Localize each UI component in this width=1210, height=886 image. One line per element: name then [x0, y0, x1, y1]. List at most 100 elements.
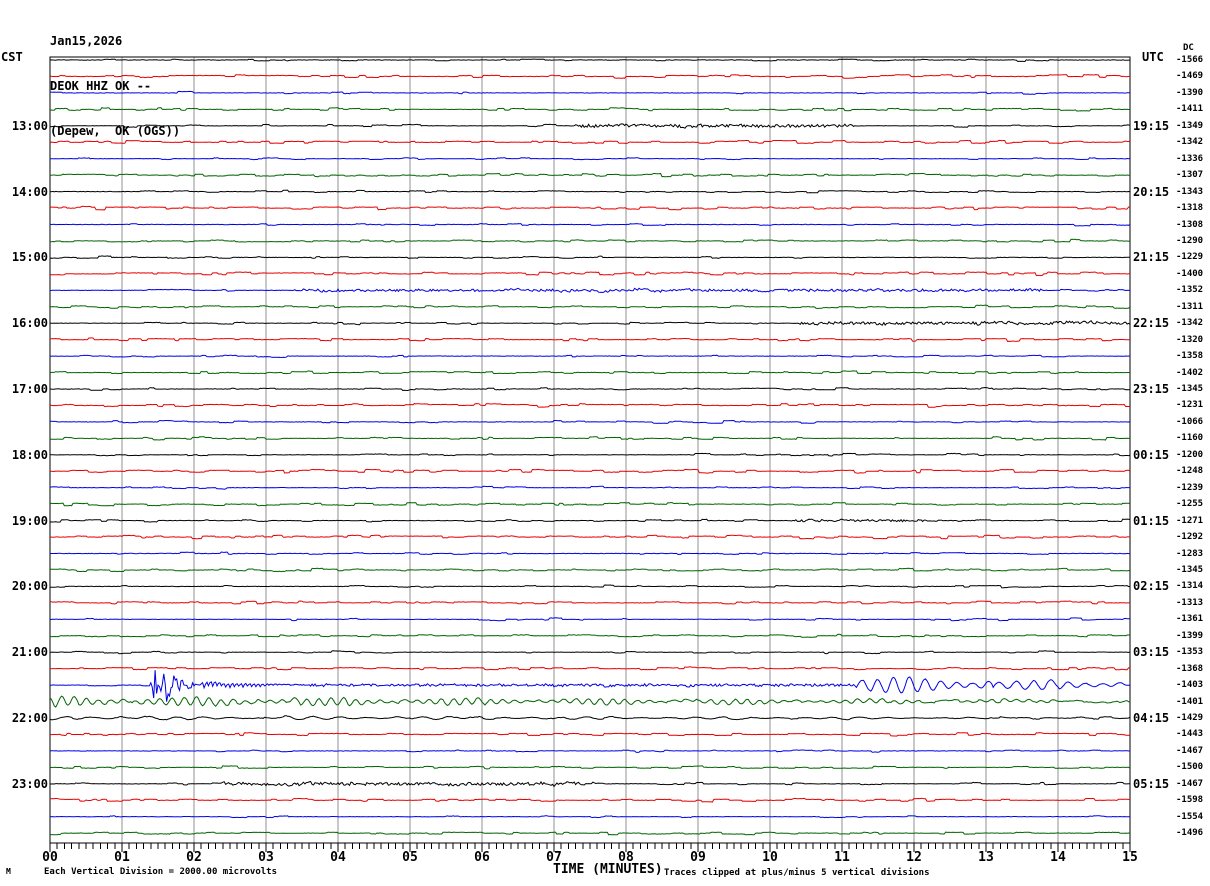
cst-tick-label: 23:00 [11, 777, 48, 791]
utc-tick-label: 02:15 [1133, 579, 1170, 593]
x-axis-tick-label: 03 [258, 850, 274, 865]
dc-offset-value: -1311 [1176, 302, 1204, 312]
scale-note: Each Vertical Division = 2000.00 microvo… [44, 867, 277, 877]
seismogram-trace-19:30 [49, 551, 1131, 555]
seismogram-trace-18:30 [49, 485, 1131, 490]
dc-offset-value: -1290 [1176, 236, 1204, 246]
title-date: Jan15,2026 [50, 34, 123, 48]
title-location: (Depew, OK (OGS)) [50, 124, 181, 138]
cst-tick-label: 14:00 [11, 185, 48, 199]
dc-offset-value: -1239 [1176, 483, 1204, 493]
x-axis-tick-label: 15 [1122, 850, 1138, 865]
seismogram-trace-18:45 [49, 501, 1131, 507]
dc-offset-value: -1554 [1176, 812, 1204, 822]
seismogram-trace-14:30 [49, 223, 1131, 227]
dc-offset-value: -1345 [1176, 565, 1204, 575]
dc-offset-value: -1411 [1176, 104, 1204, 114]
cst-tick-label: 16:00 [11, 316, 48, 330]
seismogram-trace-21:15 [49, 666, 1131, 671]
seismogram-trace-16:45 [49, 370, 1131, 375]
utc-tick-label: 00:15 [1133, 448, 1170, 462]
seismogram-trace-17:00 [49, 386, 1130, 392]
seismogram-trace-18:00 [49, 452, 1131, 457]
dc-offset-value: -1443 [1176, 729, 1204, 739]
seismogram-trace-15:15 [49, 271, 1130, 277]
dc-offset-value: -1342 [1176, 318, 1204, 328]
seismogram-trace-21:45 [49, 695, 1131, 708]
cst-tick-label: 13:00 [11, 119, 48, 133]
cst-tick-label: 21:00 [11, 645, 48, 659]
x-axis-tick-label: 05 [402, 850, 418, 865]
dc-offset-value: -1500 [1176, 762, 1204, 772]
utc-tick-label: 20:15 [1133, 185, 1170, 199]
dc-offset-value: -1160 [1176, 433, 1204, 443]
utc-tick-label: 04:15 [1133, 711, 1170, 725]
cst-tick-label: 15:00 [11, 250, 48, 264]
x-axis-title: TIME (MINUTES) [553, 862, 663, 877]
seismogram-trace-13:30 [49, 157, 1131, 161]
seismogram-trace-14:45 [49, 238, 1131, 243]
x-axis-tick-label: 14 [1050, 850, 1066, 865]
dc-offset-value: -1308 [1176, 220, 1204, 230]
seismogram-trace-21:30 [49, 670, 1131, 702]
cst-tick-label: 19:00 [11, 514, 48, 528]
seismogram-trace-19:15 [49, 534, 1130, 540]
corner-watermark: M [6, 867, 11, 876]
x-axis-tick-label: 12 [906, 850, 922, 865]
x-axis-tick-label: 06 [474, 850, 490, 865]
x-axis-tick-label: 00 [42, 850, 58, 865]
utc-tick-label: 19:15 [1133, 119, 1170, 133]
seismogram-trace-13:45 [50, 172, 1130, 178]
seismogram-trace-23:15 [49, 797, 1130, 803]
seismogram-trace-22:15 [49, 732, 1131, 737]
seismogram-trace-12:00 [49, 58, 1130, 63]
utc-tick-label: 03:15 [1133, 645, 1170, 659]
seismogram-trace-12:15 [49, 74, 1130, 79]
cst-tick-label: 20:00 [11, 579, 48, 593]
x-axis-tick-label: 09 [690, 850, 706, 865]
dc-offset-value: -1314 [1176, 581, 1204, 591]
x-axis-tick-label: 04 [330, 850, 346, 865]
seismogram-trace-19:00 [49, 518, 1131, 523]
seismogram-trace-18:15 [50, 468, 1131, 474]
x-axis-tick-label: 02 [186, 850, 202, 865]
dc-offset-value: -1318 [1176, 203, 1204, 213]
dc-offset-value: -1399 [1176, 631, 1204, 641]
dc-offset-value: -1231 [1176, 400, 1204, 410]
x-axis-tick-label: 07 [546, 850, 562, 865]
dc-offset-value: -1368 [1176, 664, 1204, 674]
dc-offset-value: -1066 [1176, 417, 1204, 427]
dc-offset-value: -1390 [1176, 88, 1204, 98]
dc-offset-value: -1566 [1176, 55, 1204, 65]
seismogram-trace-15:30 [49, 287, 1131, 294]
seismogram-trace-19:45 [49, 567, 1131, 573]
dc-offset-value: -1307 [1176, 170, 1204, 180]
utc-tick-label: 22:15 [1133, 316, 1170, 330]
dc-offset-value: -1353 [1176, 647, 1204, 657]
dc-offset-value: -1336 [1176, 154, 1204, 164]
dc-offset-value: -1358 [1176, 351, 1204, 361]
seismogram-trace-12:45 [49, 107, 1130, 112]
dc-offset-value: -1352 [1176, 285, 1204, 295]
title-block: Jan15,2026 DEOK HHZ OK -- (Depew, OK (OG… [50, 4, 180, 169]
utc-tick-label: 21:15 [1133, 250, 1170, 264]
dc-offset-value: -1343 [1176, 187, 1204, 197]
seismogram-trace-15:45 [49, 304, 1131, 309]
seismogram-trace-22:45 [50, 765, 1131, 770]
utc-tick-label: 23:15 [1133, 382, 1170, 396]
dc-offset-value: -1401 [1176, 697, 1204, 707]
dc-offset-value: -1467 [1176, 779, 1204, 789]
seismogram-trace-12:30 [49, 90, 1131, 95]
seismogram-trace-22:00 [49, 715, 1131, 721]
dc-offset-value: -1229 [1176, 252, 1204, 262]
x-axis-tick-label: 11 [834, 850, 850, 865]
seismogram-trace-20:00 [49, 584, 1131, 589]
x-axis-tick-label: 10 [762, 850, 778, 865]
x-axis-tick-label: 08 [618, 850, 634, 865]
dc-offset-value: -1429 [1176, 713, 1204, 723]
dc-offset-value: -1248 [1176, 466, 1204, 476]
title-station: DEOK HHZ OK -- [50, 79, 152, 93]
dc-offset-value: -1320 [1176, 335, 1204, 345]
seismogram-trace-20:45 [50, 633, 1130, 638]
